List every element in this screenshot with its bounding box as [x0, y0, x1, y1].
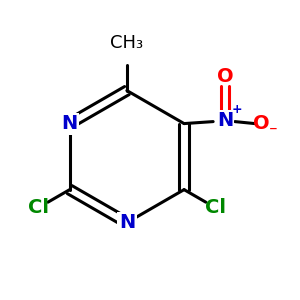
Text: N: N	[119, 213, 135, 232]
Text: Cl: Cl	[205, 198, 226, 217]
Text: N: N	[61, 114, 78, 133]
Text: N: N	[217, 111, 233, 130]
Text: ⁻: ⁻	[269, 122, 278, 140]
Text: Cl: Cl	[28, 198, 49, 217]
Text: O: O	[253, 114, 270, 133]
Text: CH₃: CH₃	[110, 34, 143, 52]
Text: O: O	[217, 67, 233, 85]
Text: +: +	[232, 103, 242, 116]
